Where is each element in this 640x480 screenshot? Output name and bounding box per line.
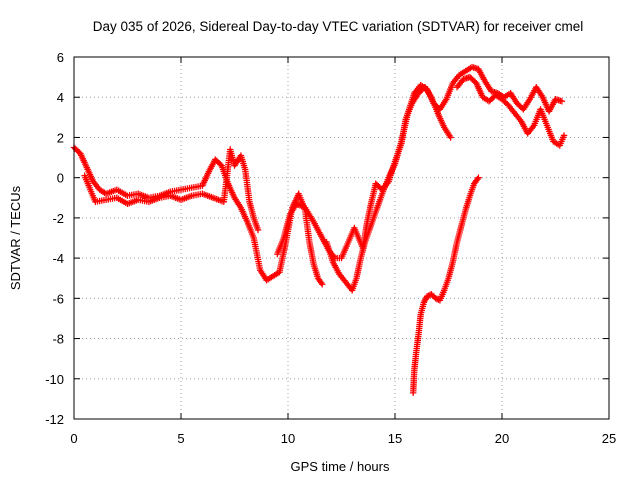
data-point [433, 295, 441, 303]
data-point [319, 281, 326, 288]
series-track-a [70, 144, 326, 288]
x-tick-label: 10 [281, 431, 295, 446]
data-point [558, 98, 566, 105]
data-point [423, 293, 431, 300]
x-tick-label: 25 [602, 431, 616, 446]
y-tick-label: -8 [52, 332, 64, 347]
y-axis-label: SDTVAR / TECUs [8, 185, 23, 290]
data-point [560, 132, 568, 139]
data-point [254, 226, 262, 234]
y-tick-label: -6 [52, 291, 64, 306]
x-tick-label: 5 [177, 431, 184, 446]
data-point [447, 134, 454, 141]
series-track-e [453, 73, 568, 149]
series-track-d [323, 63, 566, 294]
x-axis-label: GPS time / hours [291, 459, 390, 474]
plot-frame [73, 56, 610, 420]
data-point [426, 291, 434, 299]
series-track-b [81, 146, 262, 234]
y-tick-label: -2 [52, 211, 64, 226]
axis-ticks: 0 5 10 15 20 25 -12 -10 -8 -6 -4 -2 0 2 4 6 [45, 50, 616, 446]
x-tick-label: 0 [70, 431, 77, 446]
y-tick-label: 4 [57, 90, 64, 105]
y-tick-label: 2 [57, 130, 64, 145]
y-tick-label: -4 [52, 251, 64, 266]
chart-title: Day 035 of 2026, Sidereal Day-to-day VTE… [93, 19, 583, 34]
x-tick-label: 20 [495, 431, 509, 446]
data-point [475, 174, 482, 181]
series-track-f [409, 174, 482, 397]
y-tick-label: -12 [45, 412, 64, 427]
x-tick-label: 15 [388, 431, 402, 446]
y-tick-label: 0 [57, 171, 64, 186]
y-tick-label: 6 [57, 50, 64, 65]
y-tick-label: -10 [45, 372, 64, 387]
data-point [217, 161, 224, 168]
data-marks [70, 63, 568, 397]
